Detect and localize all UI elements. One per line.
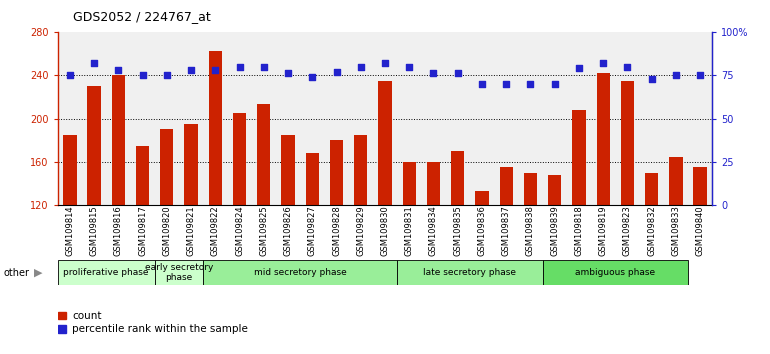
Point (306, 74, 319, 80)
Point (670, 73, 682, 78)
Text: GSM109832: GSM109832 (647, 205, 656, 256)
Text: GSM109820: GSM109820 (162, 205, 172, 256)
Point (427, 71, 440, 76)
Point (694, 73, 706, 78)
Point (597, 60, 609, 66)
Text: ambiguous phase: ambiguous phase (575, 268, 655, 277)
Text: GSM109829: GSM109829 (357, 205, 365, 256)
Text: GSM109837: GSM109837 (502, 205, 511, 256)
Bar (58, 260, 155, 285)
Bar (58, 325, 66, 333)
Bar (403, 162, 416, 335)
Text: GSM109836: GSM109836 (477, 205, 487, 256)
Text: GSM109827: GSM109827 (308, 205, 316, 256)
Text: GSM109824: GSM109824 (235, 205, 244, 256)
Text: late secretory phase: late secretory phase (424, 268, 517, 277)
Bar (354, 135, 367, 335)
Text: GSM109821: GSM109821 (186, 205, 196, 256)
Bar (572, 110, 586, 335)
Point (161, 73, 173, 78)
Text: GSM109835: GSM109835 (454, 205, 462, 256)
Point (573, 65, 585, 71)
Text: GSM109838: GSM109838 (526, 205, 535, 256)
Point (64, 73, 76, 78)
Point (500, 81, 512, 87)
Point (379, 60, 391, 66)
Text: other: other (4, 268, 30, 278)
Text: GSM109815: GSM109815 (89, 205, 99, 256)
Point (524, 81, 537, 87)
Bar (203, 260, 397, 285)
Text: mid secretory phase: mid secretory phase (254, 268, 346, 277)
Bar (378, 81, 392, 335)
Text: GSM109822: GSM109822 (211, 205, 219, 256)
Bar (694, 167, 707, 335)
Point (258, 64, 270, 69)
Text: GSM109826: GSM109826 (283, 205, 293, 256)
Text: ▶: ▶ (34, 268, 43, 278)
Text: GSM109833: GSM109833 (671, 205, 681, 256)
Point (355, 64, 367, 69)
Text: count: count (72, 310, 102, 321)
Bar (548, 175, 561, 335)
Text: GSM109823: GSM109823 (623, 205, 632, 256)
Text: GSM109834: GSM109834 (429, 205, 438, 256)
Bar (543, 260, 688, 285)
Bar (184, 124, 198, 335)
Bar (524, 173, 537, 335)
Point (233, 64, 246, 69)
Bar (155, 260, 203, 285)
Text: GSM109825: GSM109825 (259, 205, 268, 256)
Bar (257, 104, 270, 335)
Text: GSM109828: GSM109828 (332, 205, 341, 256)
Text: percentile rank within the sample: percentile rank within the sample (72, 324, 248, 334)
Bar (160, 130, 173, 335)
Point (185, 67, 197, 73)
Point (548, 81, 561, 87)
Bar (621, 81, 634, 335)
Point (645, 76, 658, 81)
Point (136, 73, 149, 78)
Bar (475, 191, 489, 335)
Text: GSM109817: GSM109817 (138, 205, 147, 256)
Point (403, 64, 415, 69)
Bar (88, 86, 101, 335)
Text: GSM109840: GSM109840 (695, 205, 705, 256)
Point (282, 71, 294, 76)
Point (112, 67, 125, 73)
Bar (330, 140, 343, 335)
Text: GSM109830: GSM109830 (380, 205, 390, 256)
Text: GSM109839: GSM109839 (551, 205, 559, 256)
Bar (427, 162, 440, 335)
Text: GSM109814: GSM109814 (65, 205, 75, 256)
Bar (63, 135, 76, 335)
Bar (397, 260, 543, 285)
Text: GSM109818: GSM109818 (574, 205, 584, 256)
Bar (281, 135, 295, 335)
Bar (306, 153, 319, 335)
Point (451, 71, 464, 76)
Bar (233, 113, 246, 335)
Bar (597, 73, 610, 335)
Point (88, 60, 100, 66)
Bar (500, 167, 513, 335)
Text: GSM109816: GSM109816 (114, 205, 123, 256)
Bar (112, 75, 125, 335)
Text: GDS2052 / 224767_at: GDS2052 / 224767_at (73, 10, 211, 23)
Bar (669, 156, 682, 335)
Point (621, 64, 634, 69)
Bar (451, 151, 464, 335)
Point (330, 69, 343, 75)
Bar (209, 51, 222, 335)
Text: GSM109819: GSM109819 (598, 205, 608, 256)
Text: proliferative phase: proliferative phase (63, 268, 149, 277)
Bar (136, 146, 149, 335)
Point (476, 81, 488, 87)
Bar (645, 173, 658, 335)
Bar (58, 312, 66, 319)
Text: GSM109831: GSM109831 (405, 205, 413, 256)
Text: early secretory
phase: early secretory phase (145, 263, 213, 282)
Point (209, 67, 222, 73)
